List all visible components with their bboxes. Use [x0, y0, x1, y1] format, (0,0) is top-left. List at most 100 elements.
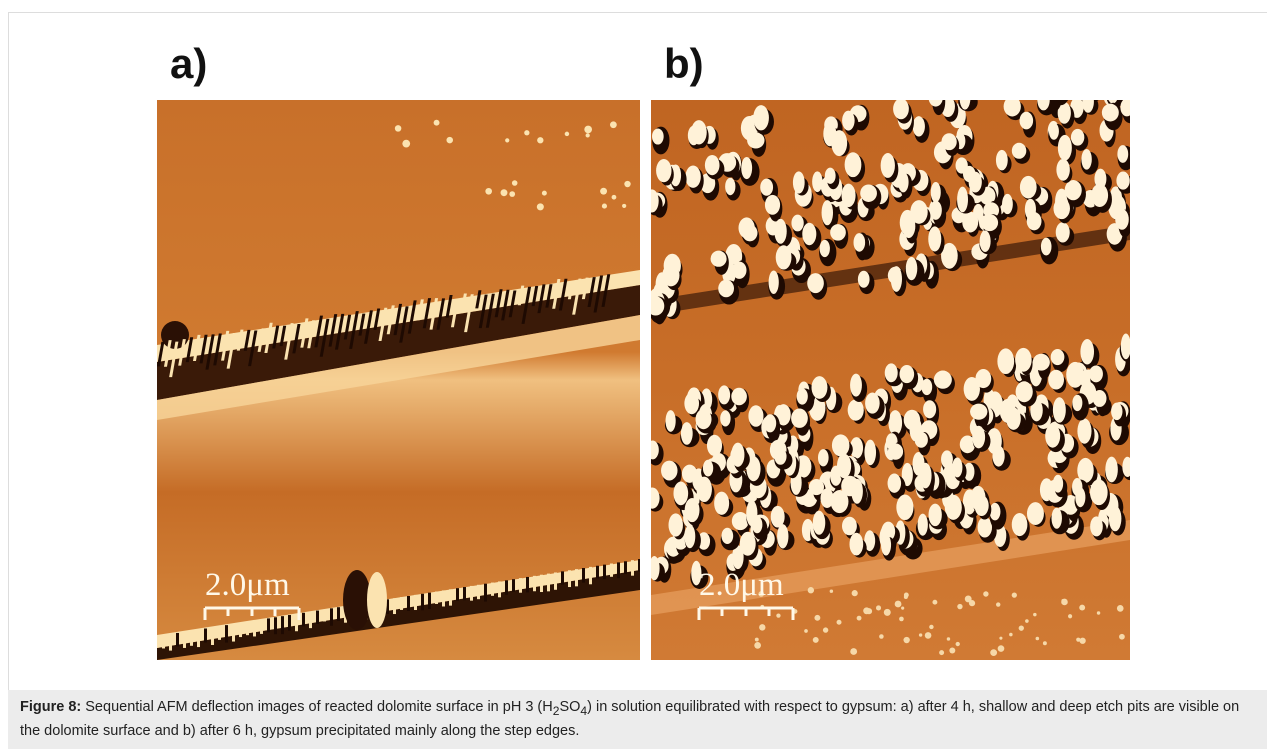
texture [1115, 209, 1129, 230]
texture [1049, 123, 1059, 140]
texture [1081, 149, 1091, 170]
texture [731, 443, 744, 467]
texture [1045, 424, 1060, 448]
texture [992, 445, 1004, 466]
texture [162, 635, 165, 648]
texture [842, 517, 857, 536]
texture [612, 195, 617, 200]
texture [505, 580, 508, 594]
texture [896, 495, 913, 521]
texture [791, 215, 803, 232]
caption-label: Figure 8: [20, 699, 81, 715]
texture [183, 632, 186, 648]
texture [997, 348, 1014, 374]
texture [957, 187, 968, 213]
texture [1033, 613, 1036, 616]
texture [253, 621, 256, 637]
texture [547, 574, 550, 592]
texture [414, 595, 417, 610]
texture [211, 627, 214, 645]
texture [776, 613, 780, 617]
texture [1105, 457, 1118, 483]
texture [864, 440, 876, 466]
texture [395, 125, 402, 132]
texture [752, 516, 762, 533]
texture [666, 410, 676, 432]
texture [813, 511, 826, 535]
texture [669, 513, 683, 536]
texture [1056, 222, 1070, 242]
texture [540, 575, 543, 592]
texture [980, 230, 991, 252]
texture [913, 116, 925, 136]
texture [930, 201, 942, 220]
panel-label: b) [664, 40, 704, 88]
panel-label: a) [170, 40, 207, 88]
texture [542, 191, 547, 196]
texture [1020, 112, 1034, 130]
texture [624, 181, 630, 187]
texture [945, 495, 962, 520]
texture [849, 533, 863, 556]
texture [685, 498, 700, 522]
texture [302, 613, 305, 626]
texture [714, 492, 729, 515]
texture [753, 105, 769, 130]
texture [463, 587, 466, 600]
texture [434, 120, 440, 126]
texture [899, 365, 914, 383]
texture [774, 219, 786, 244]
texture [996, 150, 1008, 171]
texture [970, 404, 987, 420]
texture [776, 245, 792, 269]
texture [910, 200, 927, 224]
texture [807, 273, 824, 293]
texture [402, 140, 410, 148]
texture [239, 623, 242, 637]
texture [707, 435, 722, 456]
texture [888, 443, 903, 459]
texture [586, 133, 590, 137]
texture [169, 634, 172, 651]
texture [631, 560, 634, 576]
texture [898, 172, 909, 193]
texture [947, 637, 950, 640]
texture [1033, 354, 1050, 371]
texture [1111, 403, 1122, 420]
texture [830, 224, 846, 241]
texture [860, 185, 877, 202]
texture [915, 432, 928, 448]
texture [1089, 365, 1103, 382]
texture [624, 561, 627, 574]
texture [225, 625, 228, 642]
texture [802, 223, 816, 245]
texture [818, 449, 829, 466]
texture [895, 601, 902, 608]
texture [456, 588, 459, 601]
texture [696, 477, 711, 502]
texture [602, 204, 607, 209]
texture [852, 590, 858, 596]
texture [1079, 605, 1085, 611]
texture [718, 280, 734, 298]
texture [274, 617, 277, 634]
texture [1012, 513, 1028, 536]
texture [589, 567, 592, 584]
texture [501, 189, 508, 196]
texture [554, 572, 557, 589]
texture [881, 534, 891, 555]
texture [903, 637, 909, 643]
texture [1027, 212, 1042, 230]
texture [876, 605, 881, 610]
texture [740, 532, 756, 556]
texture [603, 565, 606, 579]
texture [718, 385, 730, 404]
texture [656, 159, 671, 182]
texture [575, 569, 578, 586]
texture [857, 616, 862, 621]
texture [1091, 184, 1108, 207]
texture [978, 517, 992, 538]
texture [906, 257, 918, 280]
texture [498, 581, 501, 597]
texture [1015, 348, 1032, 372]
